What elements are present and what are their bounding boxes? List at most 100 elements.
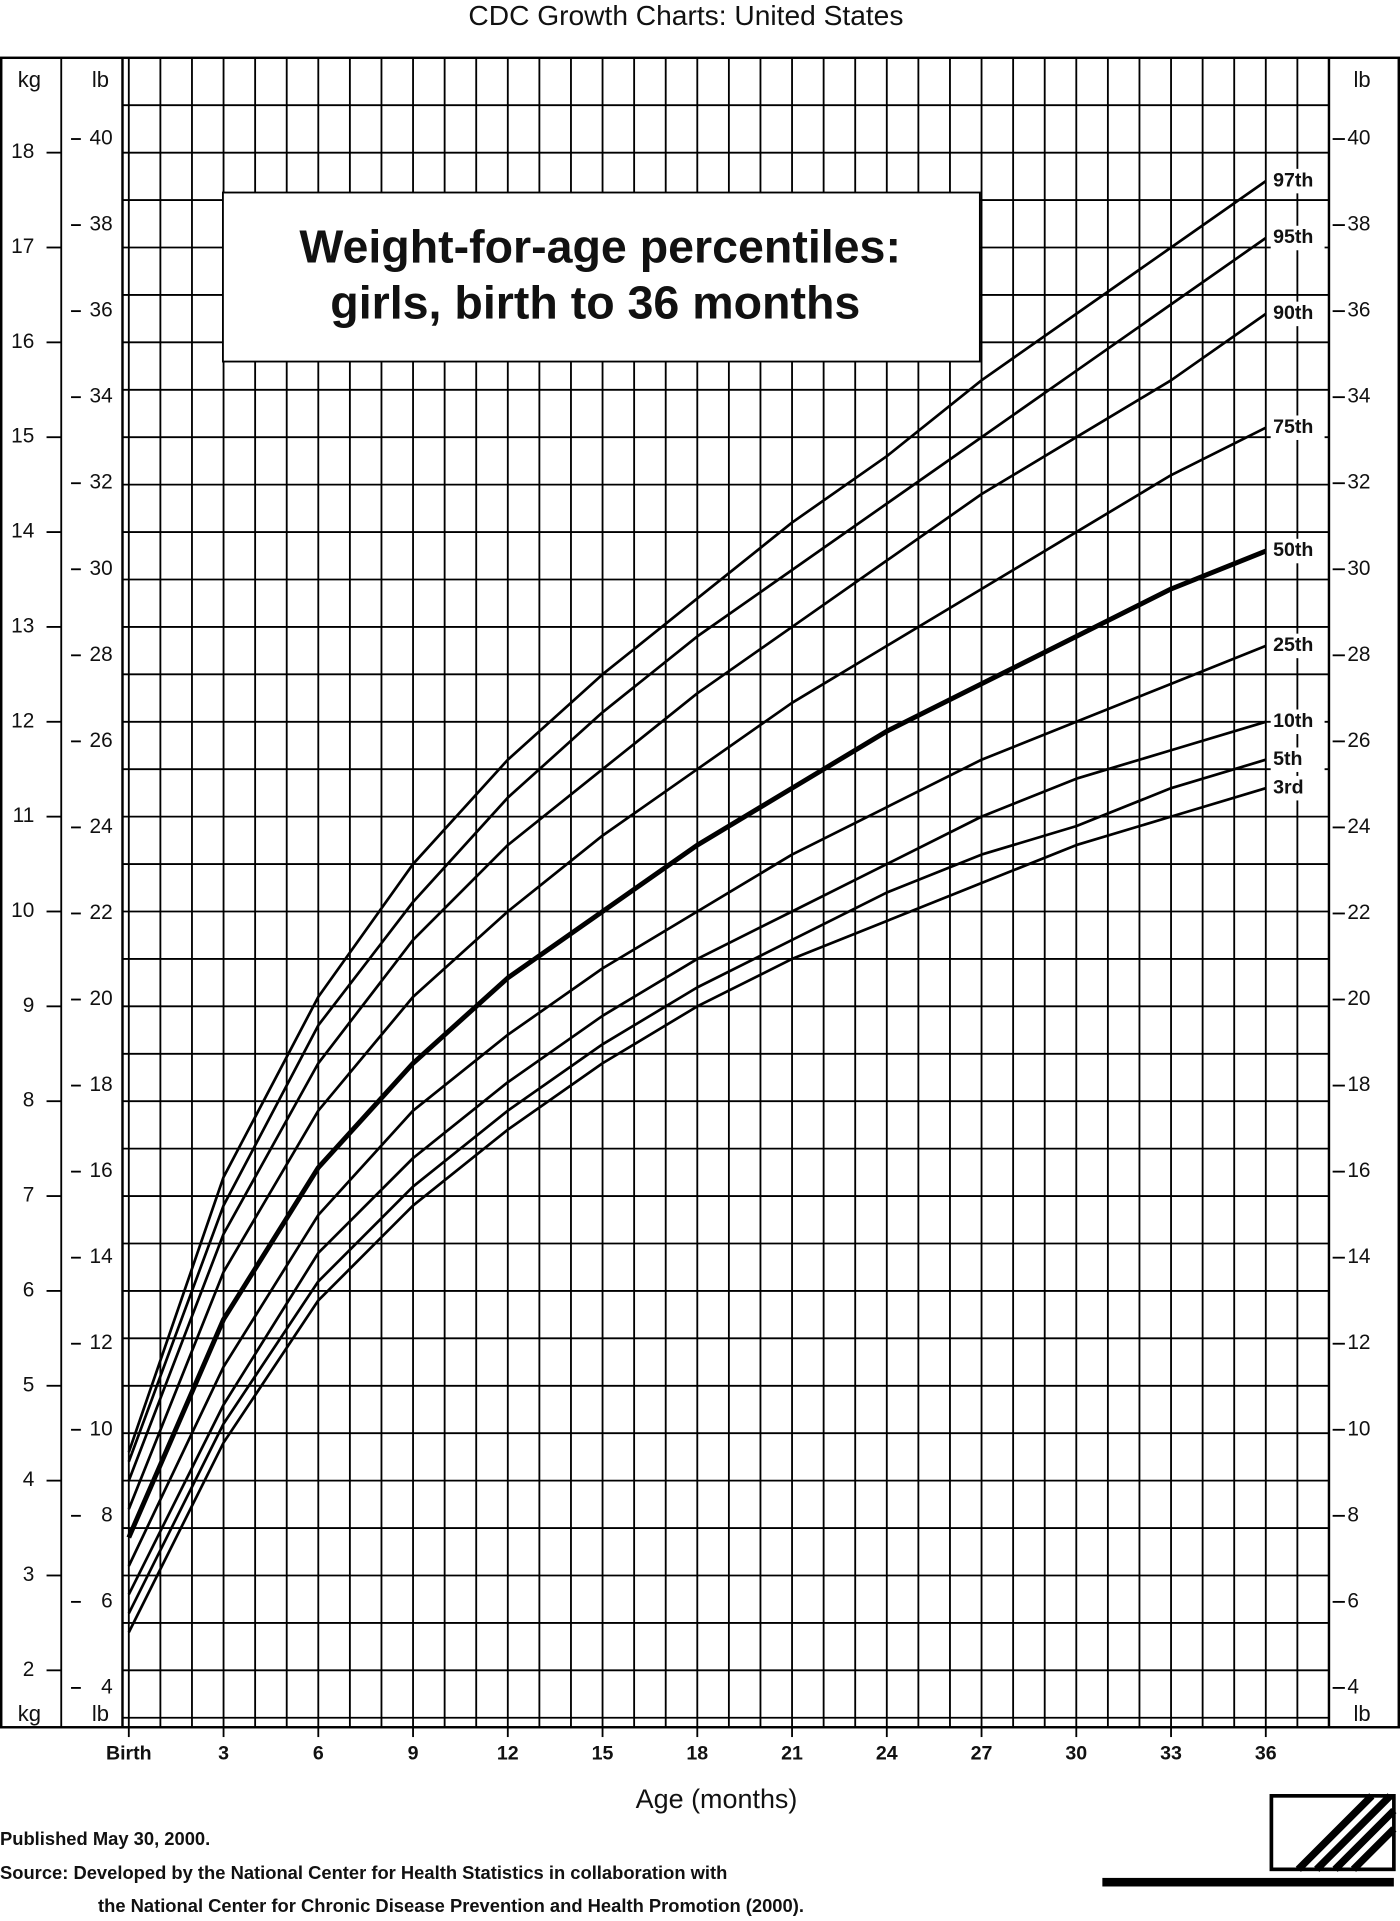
percentile-curve bbox=[127, 236, 1267, 1463]
logo bbox=[1102, 1793, 1397, 1887]
y2-tick-label: 30 bbox=[90, 557, 113, 580]
x-tick-label: 21 bbox=[781, 1742, 803, 1764]
y2-tick-label: 14 bbox=[1347, 1245, 1370, 1268]
label-background bbox=[1270, 538, 1325, 564]
percentile-curve bbox=[127, 179, 1267, 1453]
y-tick-label: 10 bbox=[11, 899, 34, 922]
curves bbox=[126, 179, 1267, 1634]
y2-tick-label: 32 bbox=[90, 471, 113, 494]
series-label: 5th bbox=[1273, 748, 1302, 770]
y2-tick-label: 14 bbox=[90, 1245, 113, 1268]
label-background bbox=[1270, 225, 1325, 251]
y2-tick-label: 4 bbox=[1347, 1675, 1359, 1698]
y2-tick-label: 4 bbox=[101, 1675, 113, 1698]
footer-source: Source: Developed by the National Center… bbox=[0, 1862, 727, 1883]
y-tick-label: 7 bbox=[23, 1184, 35, 1207]
y-axis-unit: kg bbox=[18, 1701, 41, 1726]
x-tick-label: 6 bbox=[313, 1742, 324, 1764]
y-tick-label: 6 bbox=[23, 1278, 35, 1301]
y2-tick-label: 34 bbox=[90, 385, 113, 408]
chart-title: Weight-for-age percentiles: bbox=[299, 220, 901, 272]
y2-tick-label: 40 bbox=[1347, 127, 1370, 150]
x-tick-label: 18 bbox=[686, 1742, 708, 1764]
label-background bbox=[1270, 301, 1325, 327]
y-tick-label: 14 bbox=[11, 520, 34, 543]
series-label: 50th bbox=[1273, 539, 1313, 561]
label-background bbox=[1270, 168, 1325, 194]
x-tick-label: 30 bbox=[1065, 1742, 1087, 1764]
y2-tick-label: 20 bbox=[90, 987, 113, 1010]
y2-tick-label: 38 bbox=[1347, 213, 1370, 236]
y2-tick-label: 8 bbox=[1347, 1503, 1359, 1526]
x-tick-label: 27 bbox=[971, 1742, 993, 1764]
y-tick-label: 15 bbox=[11, 425, 34, 448]
y2-tick-label: 38 bbox=[90, 213, 113, 236]
y2-tick-label: 28 bbox=[90, 643, 113, 666]
percentile-curve bbox=[127, 312, 1267, 1482]
series-label: 97th bbox=[1273, 169, 1313, 191]
y2-tick-label: 6 bbox=[1347, 1589, 1359, 1612]
x-axis-label: Age (months) bbox=[636, 1784, 798, 1814]
footer-published: Published May 30, 2000. bbox=[0, 1828, 210, 1849]
y-tick-label: 4 bbox=[23, 1468, 35, 1491]
y-tick-label: 17 bbox=[11, 235, 34, 258]
frame bbox=[0, 56, 1400, 1729]
y2-tick-label: 24 bbox=[1347, 815, 1370, 838]
y2-tick-label: 30 bbox=[1347, 557, 1370, 580]
y2-axis-unit: lb bbox=[92, 1701, 109, 1726]
label-background bbox=[1270, 633, 1325, 659]
chart-title: girls, birth to 36 months bbox=[330, 277, 860, 329]
y-tick-label: 18 bbox=[11, 140, 34, 163]
label-background bbox=[1270, 747, 1325, 772]
y2-tick-label: 16 bbox=[90, 1159, 113, 1182]
y2-tick-label: 22 bbox=[90, 901, 113, 924]
footer-source: the National Center for Chronic Disease … bbox=[98, 1895, 804, 1916]
series-label: 95th bbox=[1273, 226, 1313, 248]
series-label: 3rd bbox=[1273, 776, 1303, 798]
y2-tick-label: 10 bbox=[90, 1417, 113, 1440]
y2-tick-label: 16 bbox=[1347, 1159, 1370, 1182]
y2-tick-label: 8 bbox=[101, 1503, 113, 1526]
x-tick-label: Birth bbox=[106, 1742, 152, 1764]
y2-axis-unit: lb bbox=[92, 67, 109, 92]
header: CDC Growth Charts: United States bbox=[468, 0, 903, 31]
y2-axis-unit: lb bbox=[1353, 67, 1370, 92]
y-tick-label: 11 bbox=[13, 804, 35, 827]
y2-tick-label: 28 bbox=[1347, 643, 1370, 666]
y2-tick-label: 20 bbox=[1347, 987, 1370, 1010]
y2-tick-label: 32 bbox=[1347, 471, 1370, 494]
percentile-curve bbox=[127, 786, 1267, 1634]
percentile-curve bbox=[127, 720, 1267, 1596]
label-background bbox=[1270, 415, 1325, 440]
y-tick-label: 12 bbox=[11, 709, 34, 732]
x-tick-label: 9 bbox=[408, 1742, 419, 1764]
percentile-curve bbox=[127, 758, 1267, 1615]
x-tick-label: 12 bbox=[497, 1742, 519, 1764]
series-label: 75th bbox=[1273, 416, 1313, 438]
y2-tick-label: 34 bbox=[1347, 385, 1370, 408]
y2-tick-label: 26 bbox=[1347, 729, 1370, 752]
y2-tick-label: 24 bbox=[90, 815, 113, 838]
percentile-curve bbox=[126, 548, 1267, 1539]
y2-tick-label: 22 bbox=[1347, 901, 1370, 924]
y2-tick-label: 40 bbox=[90, 127, 113, 150]
y2-tick-label: 12 bbox=[1347, 1331, 1370, 1354]
series-label: 90th bbox=[1273, 302, 1313, 324]
y-tick-label: 9 bbox=[23, 994, 35, 1017]
y-tick-label: 3 bbox=[23, 1563, 35, 1586]
y2-tick-label: 36 bbox=[90, 299, 113, 322]
y2-tick-label: 12 bbox=[90, 1331, 113, 1354]
y-tick-label: 16 bbox=[11, 330, 34, 353]
y-axis-unit: kg bbox=[18, 67, 41, 92]
percentile-curve bbox=[127, 644, 1267, 1567]
x-tick-label: 15 bbox=[592, 1742, 614, 1764]
y2-tick-label: 26 bbox=[90, 729, 113, 752]
y2-tick-label: 18 bbox=[90, 1073, 113, 1096]
series-label: 10th bbox=[1273, 710, 1313, 732]
label-background bbox=[1270, 709, 1325, 735]
y-tick-label: 13 bbox=[11, 614, 34, 637]
y-tick-label: 2 bbox=[23, 1658, 35, 1681]
